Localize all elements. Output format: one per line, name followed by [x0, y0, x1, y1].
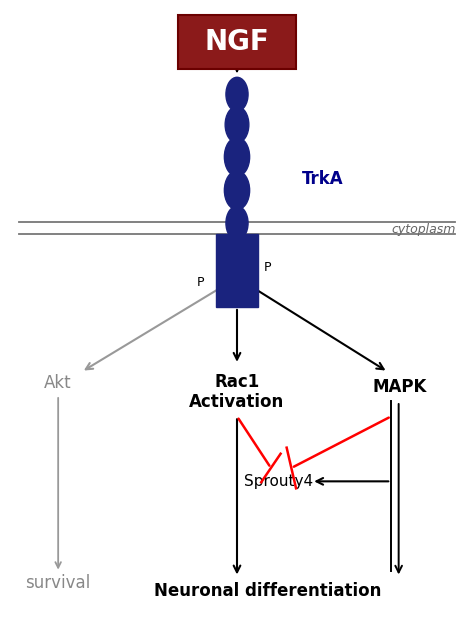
Text: MAPK: MAPK: [373, 378, 427, 396]
Ellipse shape: [224, 138, 250, 176]
Text: P: P: [197, 276, 204, 289]
Text: TrkA: TrkA: [302, 170, 344, 188]
Ellipse shape: [226, 78, 248, 112]
Text: Rac1
Activation: Rac1 Activation: [190, 373, 284, 412]
Text: P: P: [264, 261, 271, 274]
Ellipse shape: [224, 171, 250, 210]
Text: NGF: NGF: [205, 28, 269, 56]
Bar: [216, 234, 258, 307]
Text: Sprouty4: Sprouty4: [244, 474, 313, 489]
Text: Neuronal differentiation: Neuronal differentiation: [154, 582, 381, 600]
Text: Akt: Akt: [45, 374, 72, 392]
Text: survival: survival: [26, 574, 91, 593]
Text: cytoplasm: cytoplasm: [391, 223, 456, 236]
Ellipse shape: [225, 107, 249, 143]
FancyBboxPatch shape: [178, 16, 296, 69]
Ellipse shape: [226, 206, 248, 240]
